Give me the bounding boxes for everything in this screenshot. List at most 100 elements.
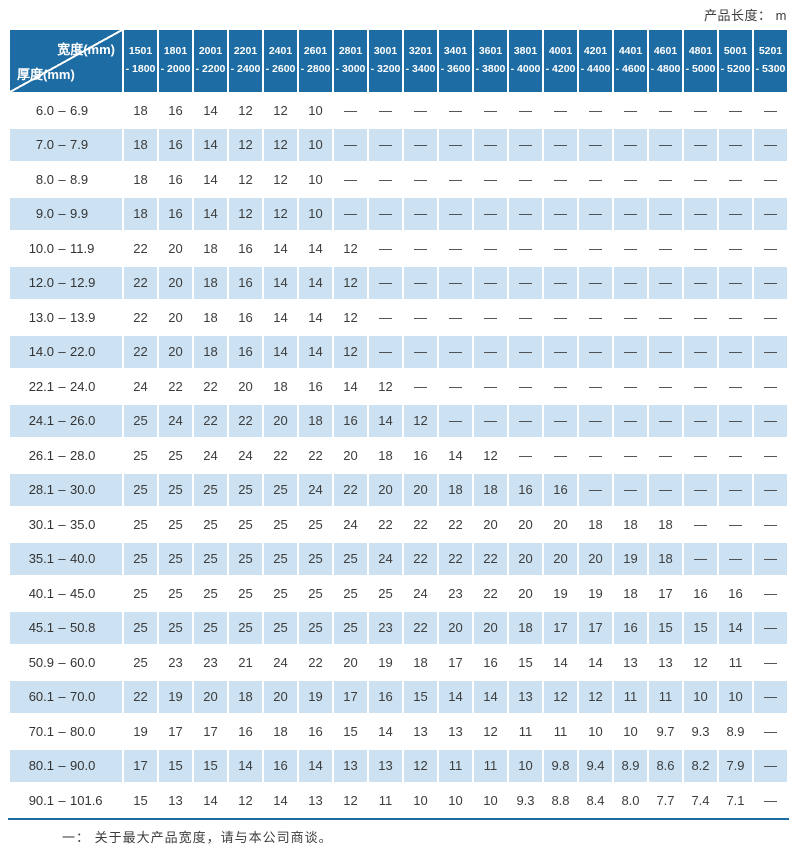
no-product-cell: — — [439, 163, 472, 196]
length-value-cell: 20 — [404, 473, 437, 506]
width-range-header: 2401- 2600 — [264, 30, 297, 92]
length-value-cell: 16 — [369, 680, 402, 713]
thickness-range-label: 12.0–12.9 — [10, 266, 122, 299]
length-value-cell: 18 — [474, 473, 507, 506]
no-product-cell: — — [684, 335, 717, 368]
length-value-cell: 14 — [194, 94, 227, 127]
length-value-cell: 19 — [544, 577, 577, 610]
length-value-cell: 14 — [264, 301, 297, 334]
length-value-cell: 15 — [124, 784, 157, 817]
length-value-cell: 25 — [194, 508, 227, 541]
table-row: 70.1–80.0 19 17 17 16 18 16 15 14 13 13 12 11 11 10 10 9… — [10, 715, 787, 748]
no-product-cell: — — [509, 266, 542, 299]
length-value-cell: 14 — [299, 301, 332, 334]
length-value-cell: 17 — [159, 715, 192, 748]
length-value-cell: 25 — [299, 611, 332, 644]
thickness-range-label: 13.0–13.9 — [10, 301, 122, 334]
length-value-cell: 14 — [194, 128, 227, 161]
length-value-cell: 11 — [544, 715, 577, 748]
no-product-cell: — — [614, 370, 647, 403]
length-value-cell: 16 — [719, 577, 752, 610]
footnote: 一： 关于最大产品宽度，请与本公司商谈。 — [62, 830, 333, 845]
length-value-cell: 17 — [194, 715, 227, 748]
no-product-cell: — — [754, 335, 787, 368]
no-product-cell: — — [649, 439, 682, 472]
no-product-cell: — — [474, 94, 507, 127]
length-value-cell: 25 — [159, 611, 192, 644]
no-product-cell: — — [754, 404, 787, 437]
length-value-cell: 14 — [369, 404, 402, 437]
no-product-cell: — — [474, 301, 507, 334]
length-value-cell: 25 — [229, 508, 262, 541]
no-product-cell: — — [369, 301, 402, 334]
length-value-cell: 12 — [369, 370, 402, 403]
no-product-cell: — — [579, 301, 612, 334]
no-product-cell: — — [684, 94, 717, 127]
length-value-cell: 25 — [159, 439, 192, 472]
no-product-cell: — — [754, 473, 787, 506]
length-value-cell: 22 — [229, 404, 262, 437]
length-value-cell: 10 — [614, 715, 647, 748]
no-product-cell: — — [334, 163, 367, 196]
table-row: 45.1–50.8 25 25 25 25 25 25 25 23 22 20 20 18 17 17 16 1… — [10, 611, 787, 644]
length-value-cell: 25 — [124, 542, 157, 575]
no-product-cell: — — [439, 301, 472, 334]
length-value-cell: 25 — [334, 577, 367, 610]
no-product-cell: — — [754, 577, 787, 610]
width-range-header: 4401- 4600 — [614, 30, 647, 92]
table-row: 30.1–35.0 25 25 25 25 25 25 24 22 22 22 20 20 20 18 18 1… — [10, 508, 787, 541]
thickness-range-label: 10.0–11.9 — [10, 232, 122, 265]
length-value-cell: 12 — [264, 94, 297, 127]
no-product-cell: — — [474, 266, 507, 299]
width-range-header: 3401- 3600 — [439, 30, 472, 92]
thickness-range-label: 40.1–45.0 — [10, 577, 122, 610]
length-value-cell: 18 — [439, 473, 472, 506]
table-row: 14.0–22.0 22 20 18 16 14 14 12— — — — — — — — — — — — — [10, 335, 787, 368]
length-value-cell: 16 — [159, 128, 192, 161]
length-value-cell: 12 — [264, 197, 297, 230]
width-range-header: 5201- 5300 — [754, 30, 787, 92]
length-value-cell: 20 — [544, 508, 577, 541]
length-value-cell: 22 — [194, 370, 227, 403]
no-product-cell: — — [474, 197, 507, 230]
length-value-cell: 25 — [369, 577, 402, 610]
length-value-cell: 16 — [404, 439, 437, 472]
no-product-cell: — — [509, 163, 542, 196]
no-product-cell: — — [404, 370, 437, 403]
width-range-header: 4001- 4200 — [544, 30, 577, 92]
length-value-cell: 10 — [509, 749, 542, 782]
length-value-cell: 22 — [194, 404, 227, 437]
length-value-cell: 24 — [334, 508, 367, 541]
length-value-cell: 11 — [369, 784, 402, 817]
length-value-cell: 25 — [264, 611, 297, 644]
no-product-cell: — — [754, 370, 787, 403]
no-product-cell: — — [684, 266, 717, 299]
length-value-cell: 12 — [264, 163, 297, 196]
width-range-header: 3801- 4000 — [509, 30, 542, 92]
length-value-cell: 25 — [299, 542, 332, 575]
length-value-cell: 14 — [299, 749, 332, 782]
no-product-cell: — — [334, 128, 367, 161]
length-value-cell: 16 — [229, 232, 262, 265]
length-value-cell: 10 — [719, 680, 752, 713]
length-value-cell: 22 — [334, 473, 367, 506]
no-product-cell: — — [614, 266, 647, 299]
no-product-cell: — — [579, 370, 612, 403]
length-value-cell: 20 — [159, 266, 192, 299]
length-value-cell: 14 — [299, 266, 332, 299]
length-value-cell: 12 — [474, 715, 507, 748]
no-product-cell: — — [579, 439, 612, 472]
length-value-cell: 14 — [299, 232, 332, 265]
length-value-cell: 13 — [614, 646, 647, 679]
length-value-cell: 14 — [474, 680, 507, 713]
no-product-cell: — — [439, 128, 472, 161]
length-value-cell: 18 — [194, 266, 227, 299]
no-product-cell: — — [684, 232, 717, 265]
length-value-cell: 25 — [299, 577, 332, 610]
no-product-cell: — — [474, 335, 507, 368]
length-value-cell: 16 — [159, 163, 192, 196]
length-value-cell: 12 — [334, 335, 367, 368]
length-value-cell: 20 — [264, 680, 297, 713]
no-product-cell: — — [614, 335, 647, 368]
